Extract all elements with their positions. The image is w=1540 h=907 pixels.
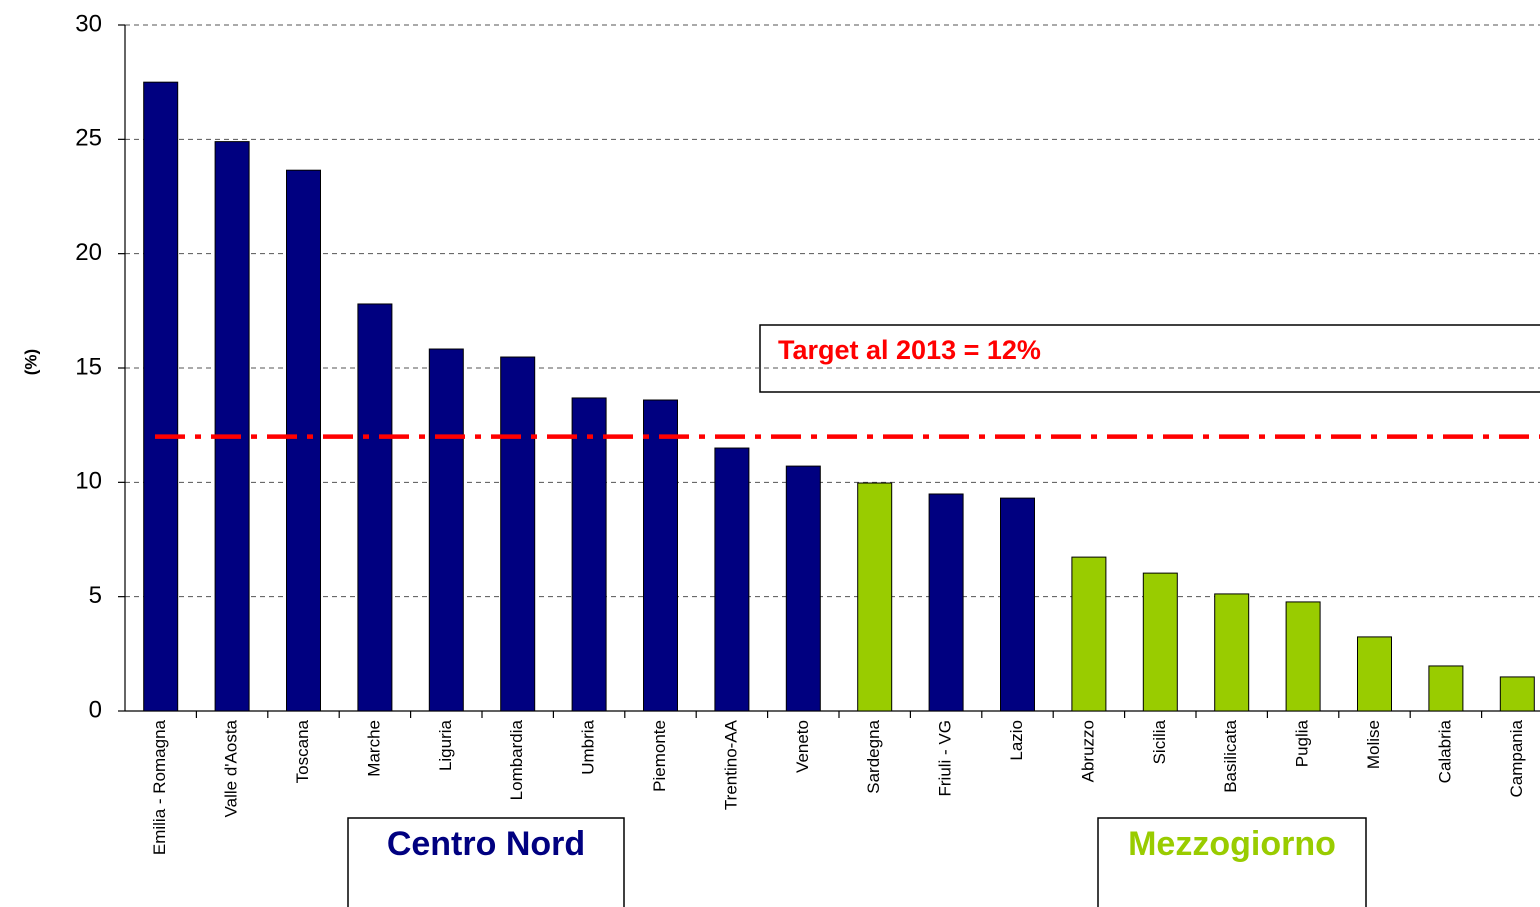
- x-tick-label: Lombardia: [507, 719, 526, 800]
- bar: [214, 141, 250, 712]
- x-tick-label: Emilia - Romagna: [150, 719, 169, 855]
- bar: [357, 303, 393, 712]
- south-box: [1097, 817, 1367, 907]
- bar: [286, 169, 321, 712]
- bar: [1071, 556, 1107, 712]
- bar: [714, 447, 750, 712]
- x-tick-label: Liguria: [436, 719, 455, 771]
- y-axis-label: (%): [21, 349, 40, 375]
- y-tick-label: 25: [75, 125, 102, 152]
- x-tick-label: Basilicata: [1221, 719, 1240, 792]
- x-tick-label: Toscana: [293, 719, 312, 783]
- south-annotation: Mezzogiorno: [1128, 825, 1336, 863]
- y-tick-label: 15: [75, 353, 102, 380]
- y-tick-label: 20: [75, 239, 102, 266]
- bar: [857, 482, 893, 712]
- x-tick-label: Molise: [1364, 720, 1383, 769]
- bar: [785, 465, 821, 712]
- y-tick-label: 0: [89, 696, 102, 723]
- x-tick-label: Veneto: [793, 720, 812, 773]
- x-tick-label: Abruzzo: [1078, 720, 1097, 782]
- y-tick-label: 30: [75, 10, 102, 37]
- y-tick-label: 5: [89, 582, 102, 609]
- bar: [1357, 636, 1392, 712]
- bar: [643, 399, 678, 712]
- x-tick-label: Lazio: [1007, 720, 1026, 761]
- x-tick-label: Marche: [364, 720, 383, 777]
- bar: [928, 493, 964, 712]
- y-tick-label: 10: [75, 468, 102, 495]
- x-tick-label: Sardegna: [864, 719, 883, 793]
- x-tick-label: Sicilia: [1150, 719, 1169, 764]
- bar: [143, 81, 179, 712]
- x-tick-label: Friuli - VG: [936, 720, 955, 797]
- bar: [500, 356, 536, 712]
- target-box: [759, 324, 1540, 393]
- x-tick-label: Piemonte: [650, 720, 669, 792]
- north-annotation: Centro Nord: [387, 825, 585, 863]
- bar: [1285, 601, 1321, 712]
- north-box: [347, 817, 625, 907]
- bar: [1142, 572, 1178, 712]
- bar: [1428, 665, 1464, 712]
- x-tick-label: Campania: [1507, 719, 1526, 797]
- bar: [428, 348, 464, 712]
- x-tick-label: Valle d'Aosta: [222, 719, 241, 817]
- bar: [571, 397, 607, 712]
- bar: [1000, 497, 1035, 712]
- x-tick-label: Trentino-AA: [721, 719, 740, 810]
- x-tick-label: Umbria: [579, 719, 598, 774]
- target-annotation: Target al 2013 = 12%: [778, 335, 1041, 365]
- x-tick-label: Calabria: [1435, 719, 1454, 783]
- x-tick-label: Puglia: [1293, 719, 1312, 767]
- bar: [1214, 593, 1250, 712]
- bar: [1499, 676, 1535, 712]
